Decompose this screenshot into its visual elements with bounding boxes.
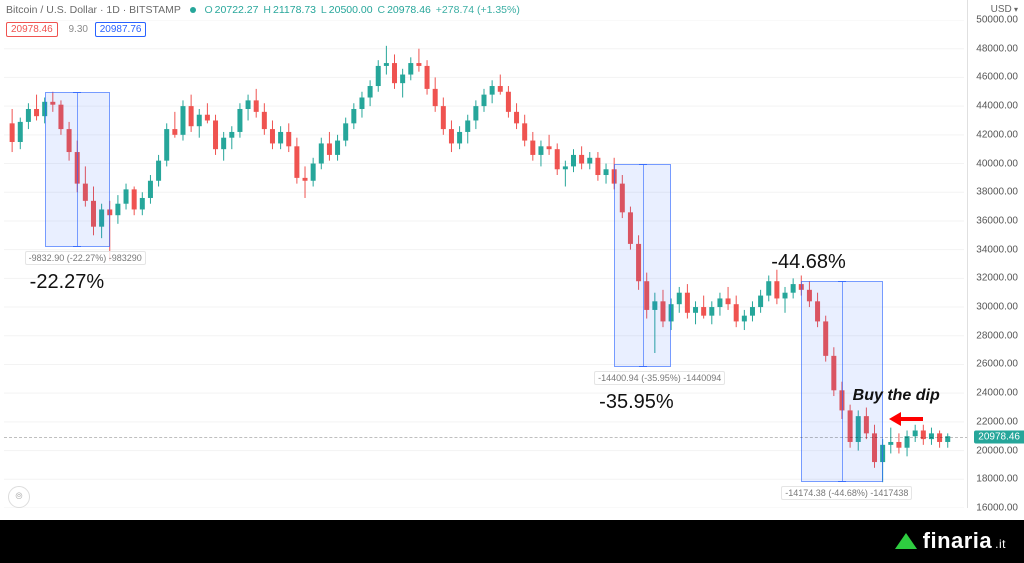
y-tick: 34000.00 — [976, 244, 1018, 255]
measure-box-1[interactable] — [614, 164, 671, 368]
chart-tools-button[interactable]: ⦾ — [8, 486, 30, 508]
measure-big-label-0: -22.27% — [30, 271, 105, 294]
symbol-title: Bitcoin / U.S. Dollar · 1D · BITSTAMP — [6, 4, 181, 16]
y-tick: 26000.00 — [976, 359, 1018, 370]
brand-name: finaria — [923, 528, 993, 553]
y-tick: 18000.00 — [976, 474, 1018, 485]
measure-box-2[interactable] — [801, 281, 882, 482]
y-tick: 16000.00 — [976, 503, 1018, 514]
y-tick: 40000.00 — [976, 158, 1018, 169]
y-axis-unit[interactable]: USD ▾ — [991, 4, 1018, 15]
y-tick: 44000.00 — [976, 101, 1018, 112]
y-tick: 46000.00 — [976, 72, 1018, 83]
y-tick: 24000.00 — [976, 388, 1018, 399]
ohlc-low: 20500.00 — [329, 4, 373, 16]
y-tick: 38000.00 — [976, 187, 1018, 198]
ohlc-readout: O20722.27 H21178.73 L20500.00 C20978.46 … — [205, 4, 522, 16]
plot-area[interactable]: -9832.90 (-22.27%) -983290 -22.27% -14400.… — [4, 20, 964, 508]
y-tick: 22000.00 — [976, 416, 1018, 427]
red-arrow-icon — [889, 409, 923, 429]
ohlc-change: +278.74 (+1.35%) — [436, 4, 520, 16]
brand-triangle-icon — [895, 533, 917, 549]
chevron-down-icon: ▾ — [1012, 5, 1018, 14]
chart-container: Bitcoin / U.S. Dollar · 1D · BITSTAMP O2… — [0, 0, 1024, 520]
measure-small-label-0: -9832.90 (-22.27%) -983290 — [25, 251, 146, 265]
ohlc-open: 20722.27 — [215, 4, 259, 16]
ohlc-high: 21178.73 — [273, 4, 316, 16]
y-tick: 42000.00 — [976, 129, 1018, 140]
y-tick: 32000.00 — [976, 273, 1018, 284]
y-tick: 28000.00 — [976, 330, 1018, 341]
brand-tld: .it — [995, 537, 1006, 551]
buy-the-dip-label: Buy the dip — [853, 387, 940, 405]
y-axis: USD ▾ 20978.46 16000.0018000.0020000.002… — [967, 0, 1024, 508]
y-tick: 30000.00 — [976, 302, 1018, 313]
measure-box-0[interactable] — [45, 92, 110, 247]
measure-small-label-1: -14400.94 (-35.95%) -1440094 — [594, 371, 725, 385]
chart-header: Bitcoin / U.S. Dollar · 1D · BITSTAMP O2… — [6, 4, 522, 20]
brand-logo: finaria.it — [895, 528, 1006, 554]
measure-big-label-1: -35.95% — [599, 391, 674, 414]
y-tick: 48000.00 — [976, 43, 1018, 54]
measure-small-label-2: -14174.38 (-44.68%) -1417438 — [781, 486, 912, 500]
y-tick: 20000.00 — [976, 445, 1018, 456]
last-price-tag: 20978.46 — [974, 430, 1024, 443]
y-tick: 50000.00 — [976, 15, 1018, 26]
footer-bar: finaria.it — [0, 520, 1024, 563]
ohlc-close: 20978.46 — [387, 4, 431, 16]
measure-big-label-2: -44.68% — [771, 251, 846, 274]
market-status-dot — [190, 7, 196, 13]
y-tick: 36000.00 — [976, 215, 1018, 226]
last-price-line — [4, 437, 968, 438]
